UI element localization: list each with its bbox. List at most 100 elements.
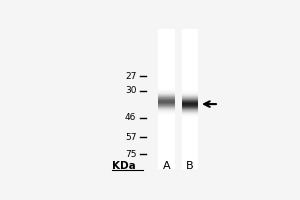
Bar [160,101,162,102]
Bar [193,144,194,145]
Bar [193,124,194,125]
Bar [194,80,196,81]
Bar [169,125,171,126]
Bar [169,168,171,169]
Bar [164,98,166,99]
Bar [167,29,169,30]
Bar [182,78,184,79]
Bar [158,167,160,168]
Bar [191,85,193,86]
Bar [173,81,175,82]
Bar [166,93,167,94]
Bar [169,87,171,88]
Bar [162,145,164,146]
Bar [171,104,173,105]
Bar [191,110,193,111]
Bar [171,133,173,134]
Bar [194,46,196,47]
Bar [160,94,162,95]
Bar [158,124,160,125]
Bar [189,56,191,57]
Bar [171,140,173,141]
Bar [182,150,184,151]
Bar [194,30,196,31]
Bar [166,115,167,116]
Bar [189,138,191,139]
Bar [160,144,162,145]
Bar [169,166,171,167]
Bar [162,94,164,95]
Bar [196,48,198,49]
Bar [162,134,164,135]
Bar [160,53,162,54]
Bar [158,147,160,148]
Bar [164,149,166,150]
Bar [169,71,171,72]
Bar [169,132,171,133]
Bar [193,47,194,48]
Bar [187,141,189,142]
Bar [162,111,164,112]
Bar [187,63,189,64]
Bar [191,62,193,63]
Bar [191,53,193,54]
Bar [171,63,173,64]
Bar [185,140,187,141]
Bar [184,84,185,85]
Bar [196,89,198,90]
Bar [158,29,160,30]
Bar [182,75,184,76]
Bar [164,111,166,112]
Bar [160,61,162,62]
Bar [193,138,194,139]
Bar [167,36,169,37]
Bar [185,108,187,109]
Bar [189,55,191,56]
Bar [185,87,187,88]
Bar [196,117,198,118]
Bar [171,64,173,65]
Bar [167,111,169,112]
Bar [158,110,160,111]
Bar [184,162,185,163]
Bar [196,124,198,125]
Bar [164,69,166,70]
Bar [166,88,167,89]
Bar [196,40,198,41]
Bar [189,133,191,134]
Bar [160,127,162,128]
Bar [187,154,189,155]
Bar [173,163,175,164]
Bar [193,167,194,168]
Bar [194,100,196,101]
Bar [193,98,194,99]
Bar [162,47,164,48]
Bar [193,133,194,134]
Bar [184,111,185,112]
Bar [189,122,191,123]
Bar [171,55,173,56]
Bar [187,64,189,65]
Bar [184,41,185,42]
Bar [182,42,184,43]
Bar [169,137,171,138]
Bar [196,30,198,31]
Bar [158,70,160,71]
Bar [182,123,184,124]
Bar [173,58,175,59]
Bar [184,158,185,159]
Bar [169,159,171,160]
Bar [189,45,191,46]
Bar [194,36,196,37]
Bar [171,95,173,96]
Bar [187,96,189,97]
Bar [164,49,166,50]
Bar [162,48,164,49]
Bar [193,128,194,129]
Bar [167,90,169,91]
Bar [185,72,187,73]
Bar [158,89,160,90]
Bar [171,139,173,140]
Bar [171,49,173,50]
Bar [191,65,193,66]
